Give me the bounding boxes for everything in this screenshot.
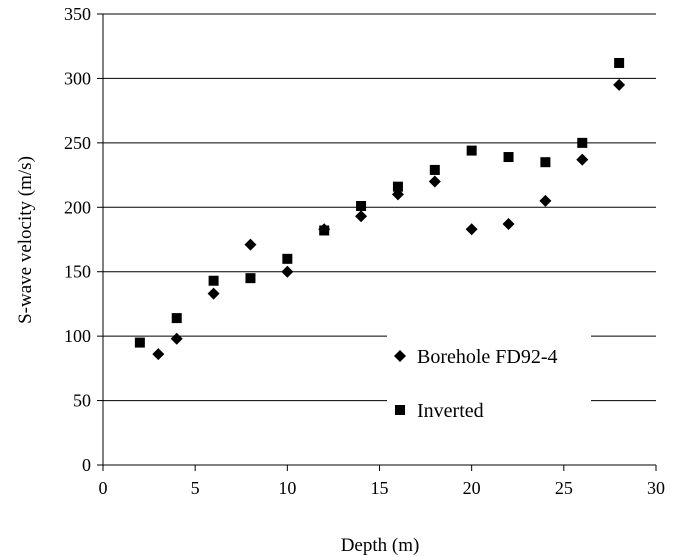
y-tick-label-0: 0 — [82, 455, 91, 475]
x-tick-label-15: 15 — [371, 478, 389, 498]
y-tick-label-100: 100 — [64, 326, 91, 346]
legend-background — [387, 332, 591, 440]
point-inverted-9 — [466, 145, 477, 156]
y-tick-label-150: 150 — [64, 262, 91, 282]
point-borehole-13 — [613, 78, 626, 91]
x-tick-label-10: 10 — [278, 478, 296, 498]
point-inverted-3 — [245, 273, 256, 284]
legend: Borehole FD92-4 Inverted — [387, 332, 591, 440]
point-borehole-8 — [428, 175, 441, 188]
y-tick-label-300: 300 — [64, 68, 91, 88]
point-borehole-3 — [244, 238, 257, 251]
point-borehole-2 — [207, 287, 220, 300]
point-borehole-10 — [502, 218, 515, 231]
point-borehole-6 — [355, 210, 368, 223]
axes — [97, 13, 657, 471]
x-tick-label-25: 25 — [555, 478, 573, 498]
x-tick-label-5: 5 — [191, 478, 200, 498]
point-inverted-11 — [540, 157, 551, 168]
point-inverted-7 — [392, 181, 403, 192]
point-inverted-8 — [429, 164, 440, 175]
y-tick-label-50: 50 — [73, 391, 91, 411]
legend-marker-1 — [395, 405, 405, 415]
x-tick-label-30: 30 — [647, 478, 665, 498]
point-inverted-2 — [208, 275, 219, 286]
point-borehole-1 — [170, 332, 183, 345]
tick-labels: 0 50 100 150 200 250 300 350 0 5 10 15 20 25 30 — [64, 4, 665, 498]
data-points — [134, 57, 626, 361]
point-borehole-4 — [281, 265, 294, 278]
legend-label-1: Inverted — [417, 400, 484, 422]
point-borehole-9 — [465, 223, 478, 236]
y-axis-label: S-wave velocity (m/s) — [15, 156, 36, 324]
point-inverted-6 — [356, 200, 367, 211]
point-borehole-0 — [152, 348, 165, 361]
x-axis-label: Depth (m) — [341, 535, 420, 556]
point-inverted-5 — [319, 225, 330, 236]
point-inverted-10 — [503, 152, 514, 163]
x-tick-label-20: 20 — [463, 478, 481, 498]
legend-marker-0 — [394, 350, 406, 362]
point-inverted-12 — [577, 137, 588, 148]
point-inverted-1 — [171, 313, 182, 324]
y-tick-label-350: 350 — [64, 4, 91, 24]
point-borehole-12 — [576, 153, 589, 166]
x-tick-label-0: 0 — [99, 478, 108, 498]
y-tick-label-200: 200 — [64, 197, 91, 217]
y-tick-label-250: 250 — [64, 133, 91, 153]
point-inverted-0 — [134, 337, 145, 348]
gridlines — [103, 13, 656, 402]
point-inverted-13 — [614, 57, 625, 68]
point-borehole-11 — [539, 194, 552, 207]
point-inverted-4 — [282, 253, 293, 264]
legend-label-0: Borehole FD92-4 — [417, 346, 558, 368]
